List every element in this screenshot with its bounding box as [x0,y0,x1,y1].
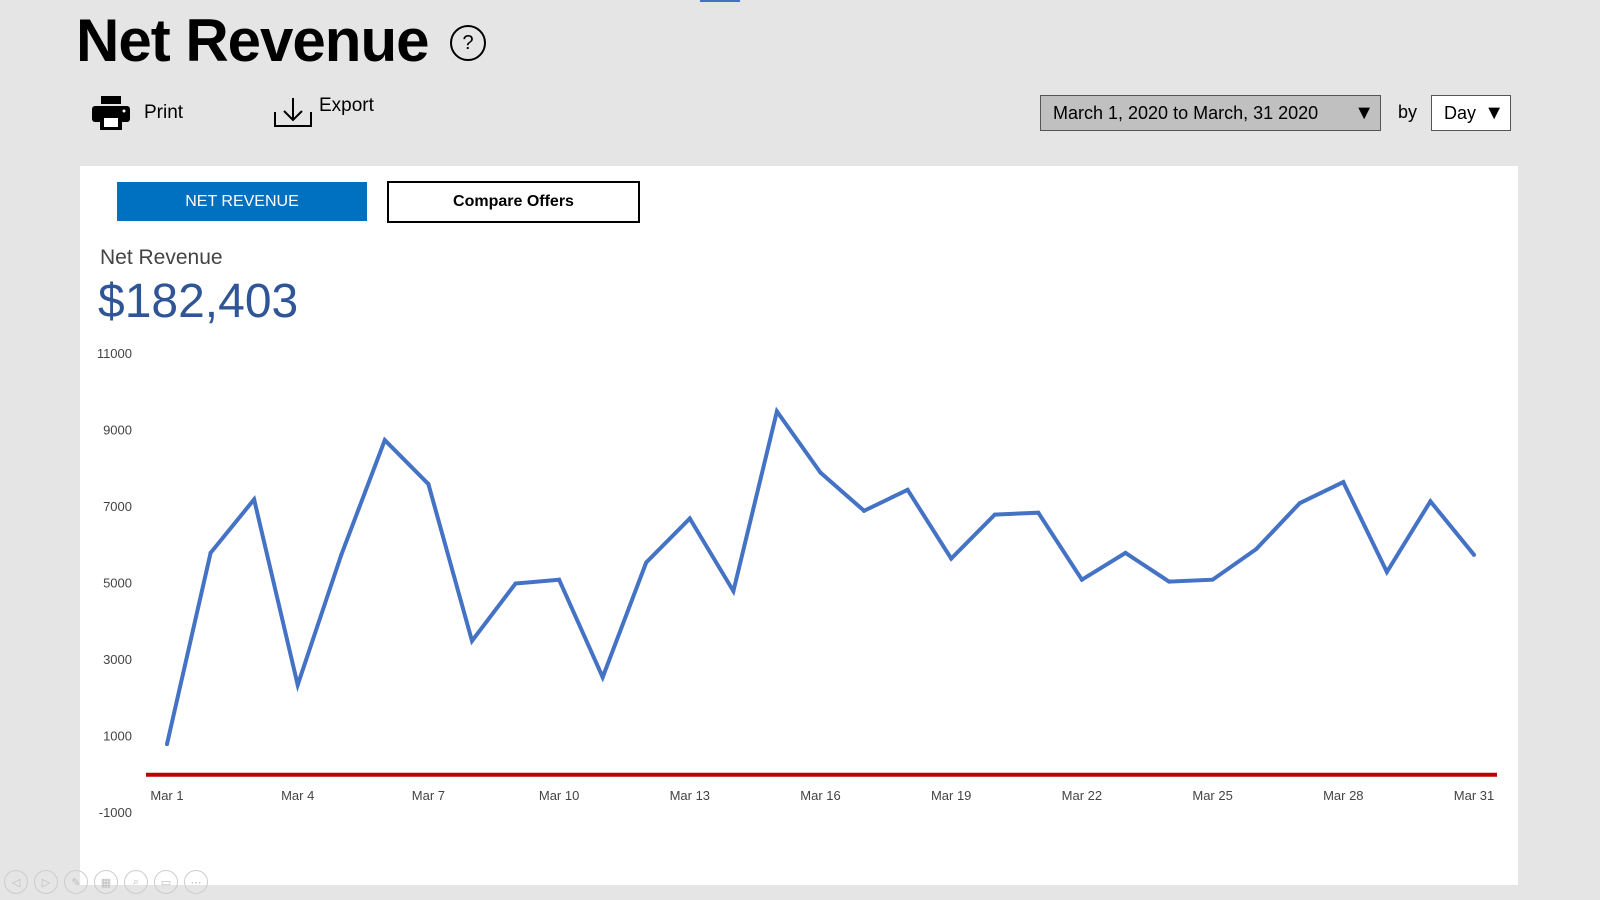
previous-icon[interactable]: ◁ [4,870,28,894]
data-point [513,581,518,586]
x-tick-label: Mar 22 [1062,788,1102,803]
data-point [557,577,562,582]
data-point [949,556,954,561]
x-tick-label: Mar 25 [1192,788,1232,803]
pen-icon[interactable]: ✎ [64,870,88,894]
x-tick-label: Mar 7 [412,788,445,803]
next-icon[interactable]: ▷ [34,870,58,894]
date-range-value: March 1, 2020 to March, 31 2020 [1053,102,1319,123]
caret-down-icon: ▼ [1484,101,1504,124]
data-point [992,512,997,517]
data-point [1384,570,1389,575]
by-label: by [1398,102,1418,122]
granularity-dropdown[interactable]: Day ▼ [1431,95,1511,131]
page-title: Net Revenue [76,7,429,74]
x-tick-label: Mar 19 [931,788,971,803]
y-tick-label: 1000 [103,729,132,744]
x-tick-label: Mar 28 [1323,788,1363,803]
data-point [731,589,736,594]
data-point [1167,579,1172,584]
help-icon[interactable]: ? [450,25,486,61]
zoom-icon[interactable]: ⌕ [124,870,148,894]
data-point [1079,577,1084,582]
export-button[interactable]: Export [273,95,374,128]
summary-value: $182,403 [98,275,299,328]
x-tick-label: Mar 10 [539,788,579,803]
data-point [469,638,474,643]
data-point [252,497,257,502]
data-point [818,470,823,475]
print-label: Print [144,102,184,123]
data-point [382,438,387,443]
data-point [295,682,300,687]
more-icon[interactable]: ⋯ [184,870,208,894]
y-tick-label: 3000 [103,652,132,667]
x-tick-label: Mar 16 [800,788,840,803]
data-point [600,675,605,680]
data-point [687,516,692,521]
x-tick-label: Mar 1 [150,788,183,803]
tab-net-revenue[interactable]: NET REVENUE [117,182,367,221]
print-button[interactable]: Print [92,96,183,130]
data-point [426,482,431,487]
data-point [208,550,213,555]
data-point [1036,510,1041,515]
data-point [862,508,867,513]
y-tick-label: 5000 [103,576,132,591]
data-point [1428,499,1433,504]
data-point [1123,550,1128,555]
x-tick-label: Mar 13 [670,788,710,803]
date-range-dropdown[interactable]: March 1, 2020 to March, 31 2020 ▼ [1040,95,1381,131]
data-point [165,742,169,747]
view-icon[interactable]: ▭ [154,870,178,894]
export-label: Export [319,95,374,116]
presentation-toolbar: ◁ ▷ ✎ ▦ ⌕ ▭ ⋯ [0,870,208,894]
y-tick-label: 7000 [103,499,132,514]
data-point [1341,480,1346,485]
caret-down-icon: ▼ [1354,101,1374,124]
data-point [1297,501,1302,506]
tab-compare-offers[interactable]: Compare Offers [387,181,640,223]
y-tick-label: 9000 [103,423,132,438]
y-tick-label: 11000 [97,346,132,361]
data-point [1472,552,1476,557]
data-point [905,487,910,492]
data-point [339,552,344,557]
x-tick-label: Mar 31 [1454,788,1494,803]
net-revenue-series-line [165,406,1476,745]
data-point [774,409,779,414]
printer-icon [92,96,130,130]
top-indicator [700,0,740,2]
data-point [644,560,649,565]
data-point [1210,577,1215,582]
download-icon [274,98,312,127]
data-point [1254,547,1259,552]
summary-label: Net Revenue [100,246,223,269]
slides-icon[interactable]: ▦ [94,870,118,894]
granularity-value: Day [1444,102,1477,123]
x-tick-label: Mar 4 [281,788,314,803]
y-tick-label: -1000 [99,805,132,820]
